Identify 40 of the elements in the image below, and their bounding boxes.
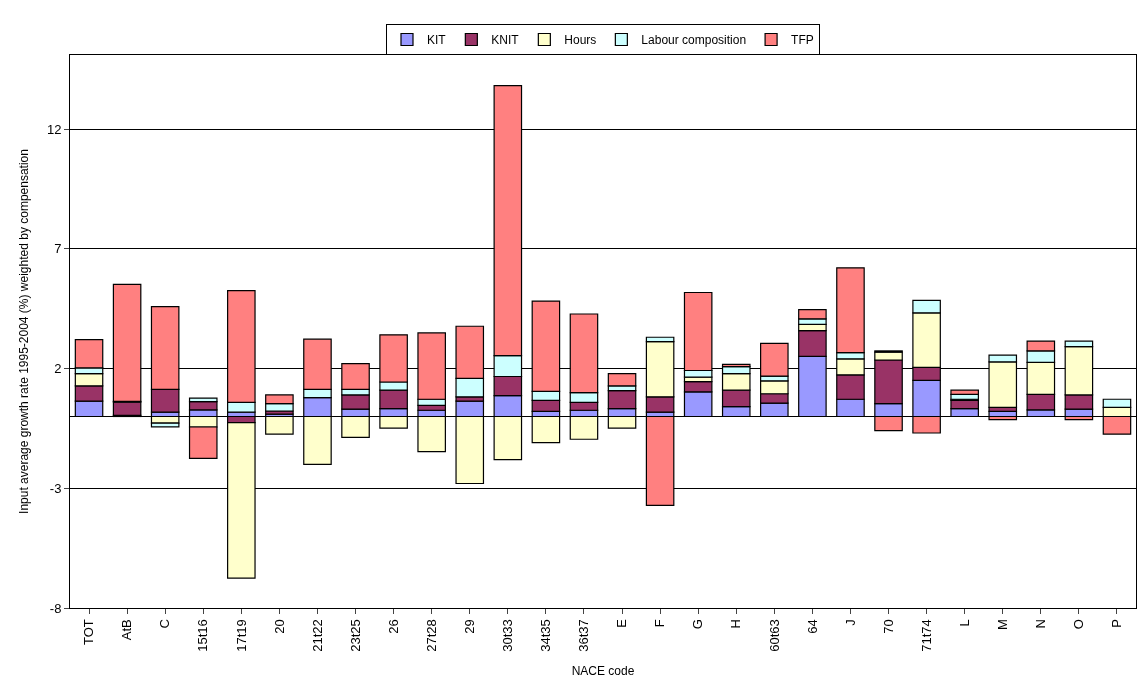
x-tick-label: 15t16 [195, 619, 211, 652]
x-tick-label: 71t74 [918, 619, 934, 652]
y-tick-label: 2 [54, 361, 62, 377]
x-tick-label: 17t19 [233, 619, 249, 652]
y-tick-label: 12 [46, 121, 62, 137]
legend-label: KNIT [491, 33, 520, 48]
x-tick-label: 34t35 [538, 619, 554, 652]
legend-label: Hours [564, 33, 597, 48]
x-tick-label: L [956, 619, 972, 627]
x-tick-label: 27t28 [423, 619, 439, 652]
x-tick-label: 26 [385, 619, 401, 634]
x-tick-label: 20 [271, 619, 287, 634]
x-tick-label: C [157, 619, 173, 629]
x-tick-label: 70 [880, 619, 896, 634]
x-tick-label: 29 [461, 619, 477, 634]
legend-label: TFP [791, 33, 814, 48]
x-axis-title: NACE code [571, 663, 635, 678]
x-tick-label: N [1033, 619, 1049, 629]
x-tick-label: G [690, 619, 706, 630]
x-tick-label: 60t63 [766, 619, 782, 652]
x-tick-label: H [728, 619, 744, 629]
x-tick-label: 23t25 [347, 619, 363, 652]
x-tick-label: 36t37 [576, 619, 592, 652]
x-tick-label: 21t22 [309, 619, 325, 652]
x-tick-label: J [842, 619, 858, 626]
x-tick-label: E [614, 618, 630, 628]
y-tick-label: 7 [54, 241, 62, 257]
x-tick-label: P [1109, 619, 1125, 628]
y-axis-title: Input average growth rate 1995-2004 (%) weighted by compensation [17, 149, 32, 514]
x-tick-label: F [652, 619, 668, 628]
x-tick-label: O [1071, 619, 1087, 630]
legend-label: Labour composition [641, 33, 747, 48]
legend-label: KIT [427, 33, 447, 48]
x-tick-label: 30t33 [500, 619, 516, 652]
y-tick-label: -8 [49, 600, 62, 616]
y-tick-label: -3 [49, 480, 62, 496]
x-tick-label: M [994, 619, 1010, 631]
x-tick-label: TOT [81, 619, 97, 645]
x-tick-label: 64 [804, 619, 820, 634]
x-tick-label: AtB [119, 619, 135, 641]
